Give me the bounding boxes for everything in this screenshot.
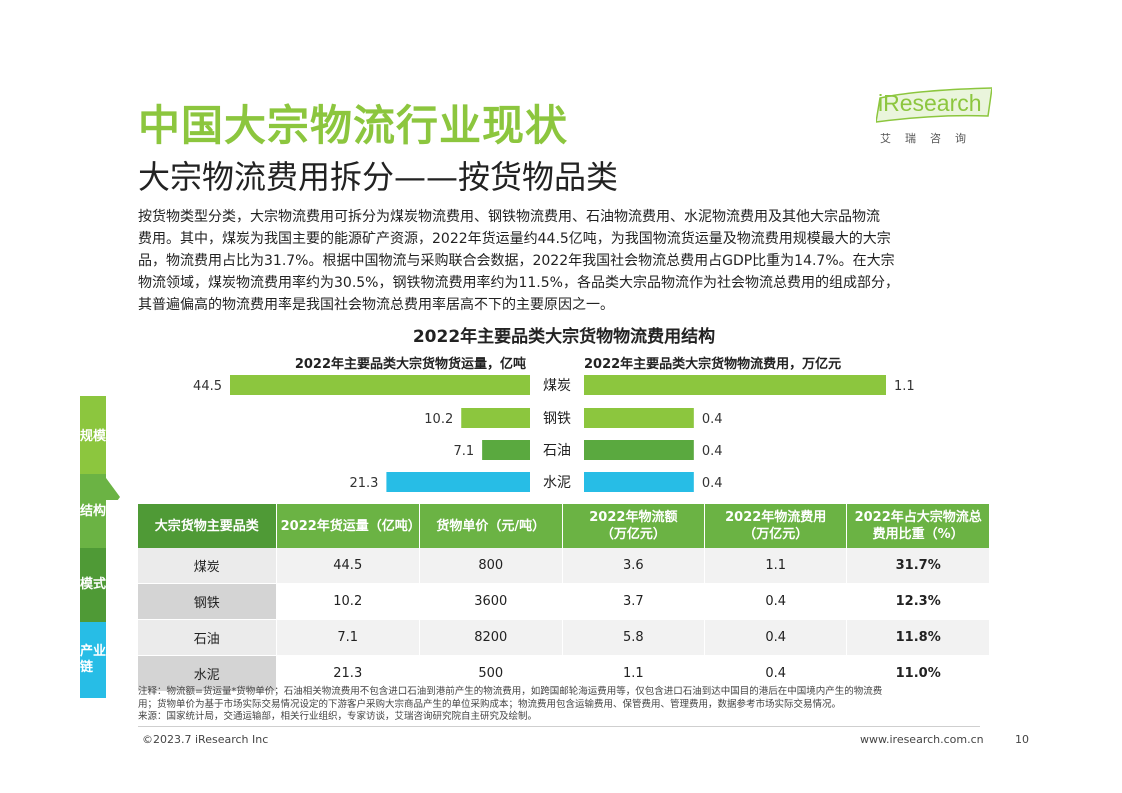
table-cell-category: 水泥 bbox=[138, 655, 277, 692]
table-row: 水泥 21.3 500 1.1 0.4 11.0% bbox=[138, 655, 990, 692]
left-value-label: 10.2 bbox=[424, 412, 453, 427]
note-line: 用；货物单价为基于市场实际交易情况设定的下游客户采购大宗商品产生的单位采购成本；… bbox=[138, 698, 842, 710]
intro-line: 其普遍偏高的物流费用率是我国社会物流总费用率居高不下的主要原因之一。 bbox=[138, 297, 614, 313]
table-cell-category: 石油 bbox=[138, 619, 277, 656]
intro-paragraph: 按货物类型分类，大宗物流费用可拆分为煤炭物流费用、钢铁物流费用、石油物流费用、水… bbox=[138, 206, 996, 316]
left-bar bbox=[386, 472, 530, 492]
right-series-label: 2022年主要品类大宗货物物流费用，万亿元 bbox=[584, 356, 841, 372]
right-value-label: 0.4 bbox=[702, 476, 723, 491]
right-value-label: 1.1 bbox=[894, 379, 915, 394]
header-line: 2022年物流费用 bbox=[725, 510, 827, 525]
table-header-cell: 2022年货运量（亿吨） bbox=[276, 504, 421, 548]
left-series-label: 2022年主要品类大宗货物货运量，亿吨 bbox=[295, 356, 526, 372]
nav-item-label: 模式 bbox=[80, 577, 107, 592]
table-cell: 5.8 bbox=[562, 619, 706, 656]
table-cell: 21.3 bbox=[276, 655, 420, 692]
nav-item-label: 结构 bbox=[80, 504, 107, 519]
table-row: 钢铁 10.2 3600 3.7 0.4 12.3% bbox=[138, 583, 990, 620]
left-bar bbox=[461, 408, 530, 428]
nav-item-mode[interactable]: 模式 bbox=[80, 548, 106, 622]
butterfly-bar-chart: 2022年主要品类大宗货物货运量，亿吨 2022年主要品类大宗货物物流费用，万亿元… bbox=[106, 356, 915, 500]
nav-item-label: 规模 bbox=[80, 429, 107, 444]
header-line: 费用比重（%） bbox=[872, 527, 964, 542]
table-cell-share: 12.3% bbox=[846, 583, 990, 620]
intro-line: 品，物流费用占比为31.7%。根据中国物流与采购联合会数据，2022年我国社会物… bbox=[138, 253, 895, 269]
note-line: 注释：物流额=货运量*货物单价；石油相关物流费用不包含进口石油到港前产生的物流费… bbox=[138, 686, 883, 697]
iresearch-logo: iResearch 艾瑞咨询 bbox=[876, 86, 992, 146]
table-cell: 0.4 bbox=[704, 655, 848, 692]
table-header-cell: 大宗货物主要品类 bbox=[138, 504, 277, 548]
table-row: 石油 7.1 8200 5.8 0.4 11.8% bbox=[138, 619, 990, 656]
table-cell-category: 钢铁 bbox=[138, 583, 277, 620]
category-label: 煤炭 bbox=[543, 378, 571, 394]
nav-item-industry-chain[interactable]: 产业链 bbox=[80, 622, 106, 698]
nav-item-structure[interactable]: 结构 bbox=[80, 474, 106, 550]
table-cell: 3.7 bbox=[562, 583, 706, 620]
chart-title: 2022年主要品类大宗货物物流费用结构 bbox=[412, 327, 716, 347]
table-cell-share: 11.0% bbox=[846, 655, 990, 692]
right-value-label: 0.4 bbox=[702, 412, 723, 427]
right-bar bbox=[584, 472, 694, 492]
nav-item-scale[interactable]: 规模 bbox=[80, 396, 106, 478]
nav-item-label: 产业链 bbox=[80, 644, 107, 675]
table-header-row: 大宗货物主要品类 2022年货运量（亿吨） 货物单价（元/吨） 2022年物流额… bbox=[138, 504, 990, 548]
table-header-cell: 2022年物流额 （万亿元） bbox=[562, 504, 706, 548]
table-cell: 0.4 bbox=[704, 583, 848, 620]
category-label: 钢铁 bbox=[543, 411, 571, 427]
table-header-cell: 2022年物流费用 （万亿元） bbox=[704, 504, 848, 548]
header-line: （万亿元） bbox=[600, 527, 666, 542]
footer-divider bbox=[138, 726, 980, 727]
notes: 注释：物流额=货运量*货物单价；石油相关物流费用不包含进口石油到港前产生的物流费… bbox=[138, 686, 996, 724]
table-cell: 1.1 bbox=[562, 655, 706, 692]
note-line: 来源：国家统计局，交通运输部，相关行业组织，专家访谈，艾瑞咨询研究院自主研究及绘… bbox=[138, 711, 538, 722]
logo-cn-text: 艾瑞咨询 bbox=[880, 132, 980, 145]
header-line: 2022年物流额 bbox=[589, 510, 678, 525]
table-row: 煤炭 44.5 800 3.6 1.1 31.7% bbox=[138, 548, 990, 584]
table-cell: 500 bbox=[419, 655, 563, 692]
intro-line: 按货物类型分类，大宗物流费用可拆分为煤炭物流费用、钢铁物流费用、石油物流费用、水… bbox=[138, 209, 880, 225]
nav-active-arrow-icon bbox=[106, 478, 120, 500]
left-value-label: 44.5 bbox=[193, 379, 222, 394]
intro-line: 费用。其中，煤炭为我国主要的能源矿产资源，2022年货运量约44.5亿吨，为我国… bbox=[138, 231, 891, 247]
page-title: 中国大宗物流行业现状 bbox=[138, 101, 569, 150]
table-cell: 7.1 bbox=[276, 619, 420, 656]
table-header-cell: 2022年占大宗物流总 费用比重（%） bbox=[846, 504, 990, 548]
data-table: 大宗货物主要品类 2022年货运量（亿吨） 货物单价（元/吨） 2022年物流额… bbox=[138, 504, 990, 692]
header-line: 2022年占大宗物流总 bbox=[854, 510, 982, 525]
logo-text: iResearch bbox=[878, 90, 982, 116]
table-cell-category: 煤炭 bbox=[138, 548, 277, 584]
table-cell: 3.6 bbox=[562, 548, 706, 584]
right-bar bbox=[584, 408, 694, 428]
page-subtitle: 大宗物流费用拆分——按货物品类 bbox=[138, 158, 619, 196]
table-cell-share: 31.7% bbox=[846, 548, 990, 584]
category-label: 石油 bbox=[543, 443, 571, 459]
page-number: 10 bbox=[1015, 733, 1029, 746]
table-cell-share: 11.8% bbox=[846, 619, 990, 656]
website-link[interactable]: www.iresearch.com.cn bbox=[860, 733, 984, 746]
table-cell: 3600 bbox=[419, 583, 563, 620]
copyright-text: ©2023.7 iResearch Inc bbox=[142, 733, 269, 746]
table-header-cell: 货物单价（元/吨） bbox=[419, 504, 563, 548]
logo-swoosh-icon bbox=[876, 87, 992, 123]
left-bar bbox=[482, 440, 530, 460]
table-cell: 8200 bbox=[419, 619, 563, 656]
header-line: （万亿元） bbox=[743, 527, 809, 542]
left-value-label: 7.1 bbox=[453, 444, 474, 459]
right-bar bbox=[584, 375, 886, 395]
left-bar bbox=[230, 375, 530, 395]
table-cell: 800 bbox=[419, 548, 563, 584]
right-bar bbox=[584, 440, 694, 460]
left-value-label: 21.3 bbox=[349, 476, 378, 491]
table-cell: 44.5 bbox=[276, 548, 420, 584]
table-cell: 0.4 bbox=[704, 619, 848, 656]
category-label: 水泥 bbox=[543, 475, 571, 491]
table-cell: 10.2 bbox=[276, 583, 420, 620]
right-value-label: 0.4 bbox=[702, 444, 723, 459]
table-cell: 1.1 bbox=[704, 548, 848, 584]
intro-line: 物流领域，煤炭物流费用率约为30.5%，钢铁物流费用率约为11.5%，各品类大宗… bbox=[138, 275, 899, 291]
